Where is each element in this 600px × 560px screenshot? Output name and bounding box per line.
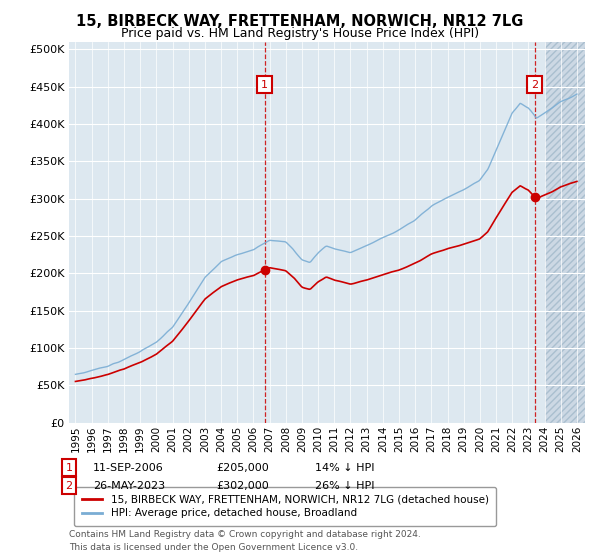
Text: 26% ↓ HPI: 26% ↓ HPI bbox=[315, 480, 374, 491]
Text: 1: 1 bbox=[261, 80, 268, 90]
Text: 2: 2 bbox=[65, 480, 73, 491]
Bar bbox=[545, 42, 585, 423]
Text: £205,000: £205,000 bbox=[216, 463, 269, 473]
Legend: 15, BIRBECK WAY, FRETTENHAM, NORWICH, NR12 7LG (detached house), HPI: Average pr: 15, BIRBECK WAY, FRETTENHAM, NORWICH, NR… bbox=[74, 487, 496, 526]
Text: 1: 1 bbox=[65, 463, 73, 473]
Text: Price paid vs. HM Land Registry's House Price Index (HPI): Price paid vs. HM Land Registry's House … bbox=[121, 27, 479, 40]
Text: 14% ↓ HPI: 14% ↓ HPI bbox=[315, 463, 374, 473]
Text: 2: 2 bbox=[531, 80, 538, 90]
Text: 11-SEP-2006: 11-SEP-2006 bbox=[93, 463, 164, 473]
Text: 26-MAY-2023: 26-MAY-2023 bbox=[93, 480, 165, 491]
Text: Contains HM Land Registry data © Crown copyright and database right 2024.
This d: Contains HM Land Registry data © Crown c… bbox=[69, 530, 421, 552]
Text: 15, BIRBECK WAY, FRETTENHAM, NORWICH, NR12 7LG: 15, BIRBECK WAY, FRETTENHAM, NORWICH, NR… bbox=[76, 14, 524, 29]
Bar bbox=[545, 42, 585, 423]
Text: £302,000: £302,000 bbox=[216, 480, 269, 491]
